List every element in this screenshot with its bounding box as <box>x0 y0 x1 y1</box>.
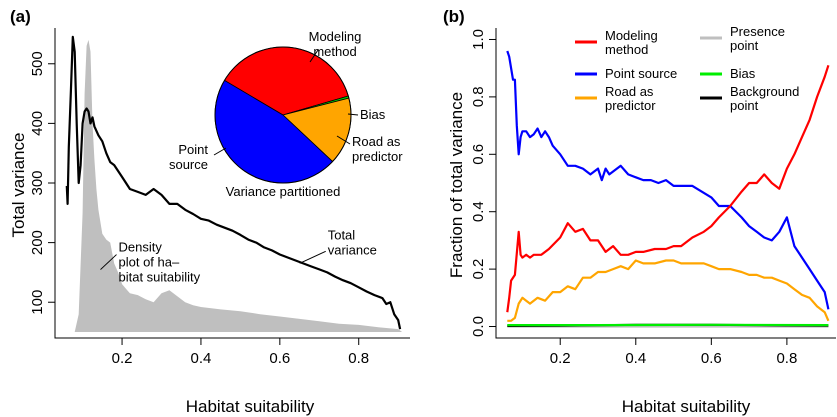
a-y-axis-label: Total variance <box>9 133 28 238</box>
b-y-tick-label: 0.4 <box>470 201 487 222</box>
pie-leader <box>336 135 351 145</box>
a-x-tick-label: 0.4 <box>191 350 212 367</box>
panel-a: (a) 0.2 0.4 0.6 0.8 100 200 300 400 500 Habitat … <box>9 7 410 416</box>
pie-label: Modeling method <box>309 29 362 59</box>
b-y-tick-label: 0.8 <box>470 86 487 107</box>
a-x-tick-label: 0.6 <box>269 350 290 367</box>
series-line-point-source <box>506 50 830 310</box>
a-y-tick-label: 500 <box>29 51 46 76</box>
b-y-axis-label: Fraction of total variance <box>447 92 466 278</box>
pie-title: Variance partitioned <box>226 184 341 199</box>
legend-label: Presence point <box>730 24 785 53</box>
a-axis-frame <box>54 28 410 339</box>
b-x-tick-label: 0.6 <box>701 350 722 367</box>
pie-leader <box>213 147 227 156</box>
a-x-axis-label: Habitat suitability <box>186 397 315 416</box>
a-pie-chart: Modeling method Bias Road as predictor Point s… <box>169 29 403 199</box>
a-lines-layer <box>65 35 402 330</box>
a-x-tick-label: 0.8 <box>348 350 369 367</box>
b-x-tick-label: 0.2 <box>550 350 571 367</box>
pie-label: Bias <box>360 107 386 122</box>
annotation-pointer <box>299 250 326 264</box>
legend-label: Modeling method <box>605 28 658 57</box>
b-x-tick-label: 0.4 <box>625 350 646 367</box>
series-line-modeling-method <box>506 64 830 313</box>
b-legend: Modeling method Point source Road as predict… <box>575 24 799 113</box>
panel-b: (b) 0.2 0.4 0.6 0.8 0.0 0.2 0.4 0.6 0.8 1.0 Habit… <box>443 7 836 416</box>
pie-leader <box>309 49 319 63</box>
a-axes: 0.2 0.4 0.6 0.8 100 200 300 400 500 <box>29 28 410 367</box>
legend-label: Road as predictor <box>605 84 656 113</box>
b-axis-frame <box>495 28 836 339</box>
density-area <box>62 39 403 333</box>
b-x-tick-label: 0.8 <box>776 350 797 367</box>
annotation-text: Total variance <box>328 227 377 257</box>
b-x-axis-label: Habitat suitability <box>622 397 751 416</box>
legend-label: Point source <box>605 66 677 81</box>
pie-outline <box>214 46 352 184</box>
series-line-road-as-predictor <box>507 259 830 322</box>
pie-leader <box>347 113 359 116</box>
annotation-pointer <box>100 254 117 270</box>
panel-a-label: (a) <box>10 7 31 26</box>
pie-label: Point source <box>169 142 208 172</box>
b-y-tick-label: 0.0 <box>470 316 487 337</box>
b-lines-layer <box>506 50 830 328</box>
a-y-tick-label: 400 <box>29 111 46 136</box>
a-y-tick-label: 200 <box>29 230 46 255</box>
a-x-tick-label: 0.2 <box>112 350 133 367</box>
b-axes: 0.2 0.4 0.6 0.8 0.0 0.2 0.4 0.6 0.8 1.0 <box>470 28 836 367</box>
legend-label: Background point <box>730 84 799 113</box>
b-y-tick-label: 0.2 <box>470 259 487 280</box>
pie-label: Road as predictor <box>352 134 403 164</box>
b-y-tick-label: 0.6 <box>470 144 487 165</box>
b-y-tick-label: 1.0 <box>470 29 487 50</box>
a-density-layer <box>62 39 403 333</box>
legend-label: Bias <box>730 66 756 81</box>
a-annotations: Density plot of ha– bitat suitability Total… <box>100 227 377 285</box>
panel-b-label: (b) <box>443 7 465 26</box>
series-line-total-variance <box>65 35 402 330</box>
a-y-tick-label: 300 <box>29 170 46 195</box>
annotation-text: Density plot of ha– bitat suitability <box>119 240 201 285</box>
a-y-tick-label: 100 <box>29 290 46 315</box>
